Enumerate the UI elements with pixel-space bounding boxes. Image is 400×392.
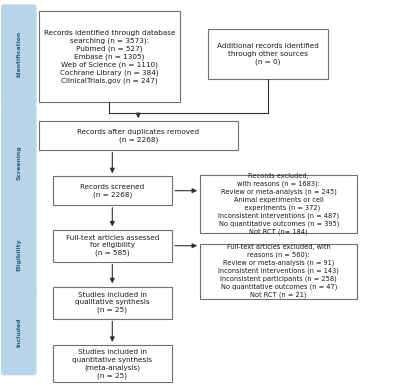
Text: Studies included in
quantitative synthesis
(meta-analysis)
(n = 25): Studies included in quantitative synthes… [72, 349, 152, 379]
Bar [52, 287, 172, 319]
Text: Full-text articles assessed
for eligibility
(n = 585): Full-text articles assessed for eligibil… [66, 235, 159, 256]
Bar [52, 345, 172, 383]
Bar [52, 176, 172, 205]
Bar [38, 11, 180, 102]
Text: Eligibility: Eligibility [16, 238, 21, 271]
Bar [38, 122, 238, 150]
Text: Records screened
(n = 2268): Records screened (n = 2268) [80, 184, 144, 198]
FancyBboxPatch shape [1, 4, 36, 105]
Text: Full-text articles excluded, with
reasons (n = 560):
Review or meta-analysis (n : Full-text articles excluded, with reason… [218, 245, 339, 298]
FancyBboxPatch shape [1, 103, 36, 219]
Text: Screening: Screening [16, 145, 21, 180]
Bar [200, 175, 358, 233]
Text: Records after duplicates removed
(n = 2268): Records after duplicates removed (n = 22… [77, 129, 199, 143]
Bar [52, 230, 172, 262]
FancyBboxPatch shape [1, 212, 36, 297]
Text: Additional records identified
through other sources
(n = 0): Additional records identified through ot… [217, 43, 319, 65]
Bar [208, 29, 328, 79]
Text: Identification: Identification [16, 31, 21, 77]
Text: Studies included in
qualitative synthesis
(n = 25): Studies included in qualitative synthesi… [75, 292, 150, 313]
Bar [200, 244, 358, 299]
Text: Included: Included [16, 318, 21, 347]
Text: Records excluded,
with reasons (n = 1683):
Review or meta-analysis (n = 245)
Ani: Records excluded, with reasons (n = 1683… [218, 173, 339, 235]
Text: Records identified through database
searching (n = 3573):
Pubmed (n = 527)
Embas: Records identified through database sear… [44, 30, 175, 83]
FancyBboxPatch shape [1, 290, 36, 375]
